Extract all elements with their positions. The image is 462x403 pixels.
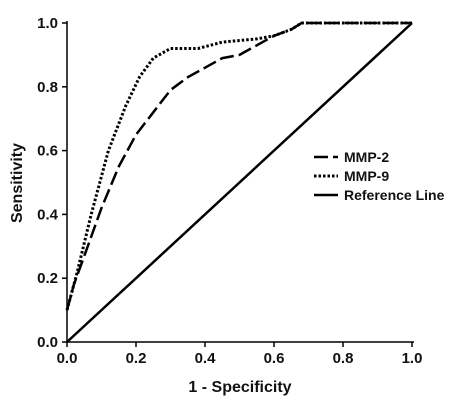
x-tick-label: 0.0 [57, 350, 78, 367]
legend: MMP-2 MMP-9 Reference Line [314, 149, 445, 203]
series-line-reference-line [66, 22, 413, 343]
legend-label-reference-line: Reference Line [344, 187, 445, 203]
x-tick-label: 0.8 [333, 350, 354, 367]
y-ticks: 0.0 0.2 0.4 0.6 0.8 1.0 [37, 15, 67, 351]
x-ticks: 0.0 0.2 0.4 0.6 0.8 1.0 [57, 342, 423, 367]
legend-label-mmp-9: MMP-9 [344, 168, 389, 184]
x-axis-title: 1 - Specificity [188, 379, 291, 396]
series-line-mmp-2 [65, 21, 412, 311]
y-tick-label: 1.0 [37, 15, 58, 32]
x-tick-label: 0.6 [264, 350, 285, 367]
x-tick-label: 0.2 [126, 350, 147, 367]
y-tick-label: 0.8 [37, 79, 58, 96]
y-tick-label: 0.4 [37, 206, 59, 223]
x-tick-label: 0.4 [195, 350, 217, 367]
legend-label-mmp-2: MMP-2 [344, 149, 389, 165]
plot-lines [65, 21, 413, 343]
y-tick-label: 0.2 [37, 270, 58, 287]
x-tick-label: 1.0 [402, 350, 423, 367]
y-tick-label: 0.0 [37, 334, 58, 351]
y-axis-title: Sensitivity [9, 143, 26, 223]
y-tick-label: 0.6 [37, 143, 58, 160]
axes [66, 21, 414, 343]
